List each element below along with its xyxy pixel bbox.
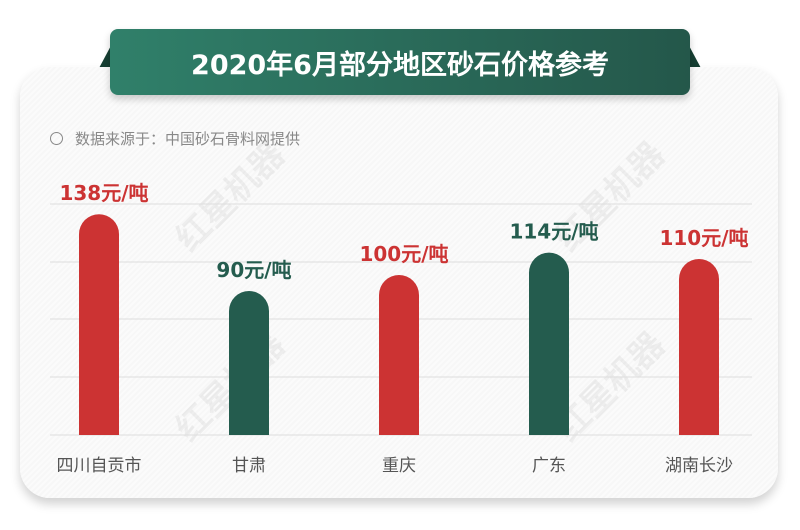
value-label: 138元/吨 (59, 181, 148, 205)
category-label: 湖南长沙 (665, 456, 733, 476)
circle-bullet-icon (50, 132, 63, 145)
source-note: 数据来源于：中国砂石骨料网提供 (50, 128, 300, 149)
bar (529, 252, 569, 435)
category-label: 广东 (532, 456, 566, 476)
bar (79, 214, 119, 435)
category-label: 甘肃 (232, 456, 266, 476)
bar (229, 291, 269, 435)
value-label: 90元/吨 (216, 258, 291, 282)
value-label: 110元/吨 (659, 226, 748, 250)
category-label: 重庆 (382, 456, 416, 476)
source-text: 数据来源于：中国砂石骨料网提供 (75, 130, 301, 148)
bar (679, 259, 719, 435)
value-label: 114元/吨 (509, 220, 598, 244)
category-label: 四川自贡市 (57, 456, 142, 476)
bar (379, 275, 419, 435)
chart-title: 2020年6月部分地区砂石价格参考 (110, 29, 690, 95)
value-label: 100元/吨 (359, 242, 448, 266)
